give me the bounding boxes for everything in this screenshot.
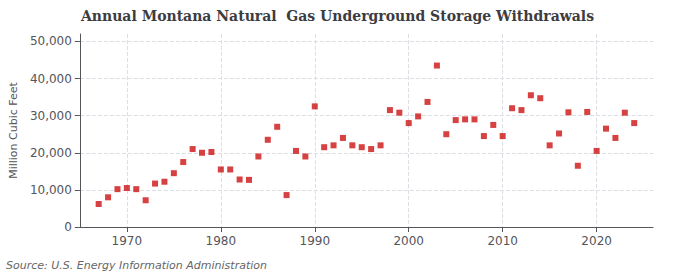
svg-text:40,000: 40,000 <box>30 72 72 86</box>
svg-text:0: 0 <box>64 220 72 234</box>
svg-text:10,000: 10,000 <box>30 183 72 197</box>
svg-text:1990: 1990 <box>299 234 330 248</box>
svg-text:20,000: 20,000 <box>30 146 72 160</box>
svg-text:2000: 2000 <box>393 234 424 248</box>
svg-text:Million Cubic Feet: Million Cubic Feet <box>7 81 20 178</box>
svg-text:2010: 2010 <box>487 234 518 248</box>
svg-text:Source: U.S. Energy Informatio: Source: U.S. Energy Information Administ… <box>6 259 267 272</box>
svg-text:1980: 1980 <box>206 234 237 248</box>
svg-text:Annual Montana Natural Gas Un: Annual Montana Natural Gas Underground S… <box>80 8 594 24</box>
svg-text:30,000: 30,000 <box>30 109 72 123</box>
svg-text:1970: 1970 <box>112 234 143 248</box>
svg-text:2020: 2020 <box>581 234 612 248</box>
svg-text:50,000: 50,000 <box>30 34 72 48</box>
